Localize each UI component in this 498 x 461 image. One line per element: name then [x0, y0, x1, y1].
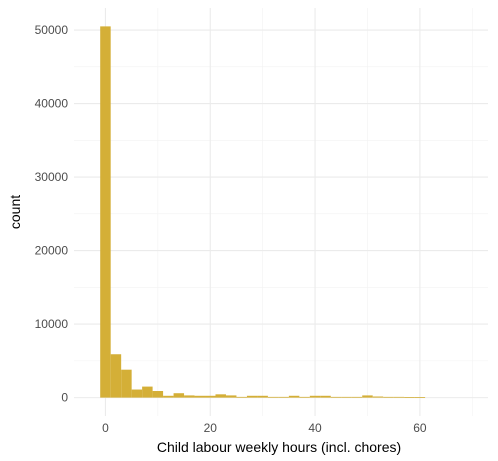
minor-gridlines	[74, 8, 488, 416]
y-axis-tick-labels: 0 10000 20000 30000 40000 50000	[35, 23, 69, 405]
histogram-bar	[414, 397, 426, 398]
histogram-bar	[257, 395, 268, 398]
histogram-bar	[330, 396, 342, 398]
histogram-bar	[246, 395, 258, 398]
x-axis-tick-labels: 0 20 40 60	[102, 421, 427, 435]
x-tick-label: 0	[102, 421, 109, 435]
histogram-bar	[184, 395, 195, 398]
x-tick-label: 60	[413, 421, 427, 435]
y-tick-label: 30000	[35, 170, 69, 184]
histogram-bar	[110, 354, 122, 398]
y-tick-label: 10000	[35, 317, 69, 331]
y-tick-label: 50000	[35, 23, 69, 37]
histogram-bar	[131, 389, 143, 398]
histogram-bar	[351, 396, 363, 398]
histogram-bar	[393, 396, 405, 398]
y-tick-label: 0	[61, 391, 68, 405]
histogram-bar	[225, 395, 237, 398]
histogram-bar	[215, 394, 226, 398]
histogram-bar	[278, 396, 289, 398]
histogram-bar	[152, 391, 164, 398]
y-axis-title: count	[7, 195, 23, 229]
x-tick-label: 20	[204, 421, 218, 435]
histogram-bar	[205, 395, 216, 398]
histogram-bar	[383, 396, 394, 398]
histogram-bar	[309, 395, 321, 398]
histogram-bar	[100, 26, 111, 398]
histogram-bar	[267, 396, 279, 398]
histogram-bar	[299, 396, 310, 398]
x-tick-label: 40	[308, 421, 322, 435]
y-tick-label: 40000	[35, 97, 69, 111]
histogram-bar	[362, 395, 373, 398]
histogram-bar	[341, 396, 352, 398]
histogram-bar	[404, 397, 415, 398]
histogram-bar	[288, 395, 300, 398]
histogram-bar	[320, 395, 331, 398]
major-gridlines	[74, 8, 488, 416]
histogram-bar	[173, 393, 185, 398]
x-axis-title: Child labour weekly hours (incl. chores)	[157, 439, 401, 455]
histogram-bar	[236, 396, 247, 398]
y-tick-label: 20000	[35, 244, 69, 258]
histogram-bar	[372, 396, 384, 398]
histogram-bars	[100, 26, 426, 398]
histogram-bar	[121, 369, 132, 398]
histogram-bar	[163, 395, 174, 398]
histogram-bar	[194, 395, 206, 398]
histogram-bar	[142, 386, 153, 398]
